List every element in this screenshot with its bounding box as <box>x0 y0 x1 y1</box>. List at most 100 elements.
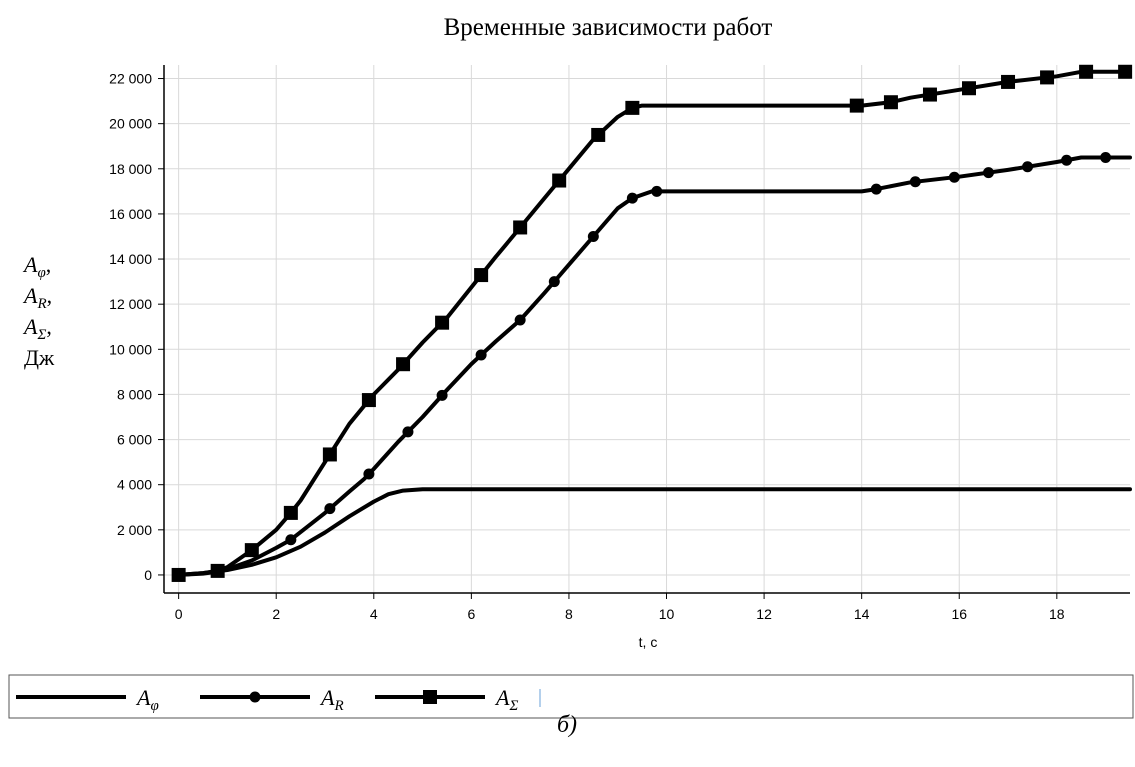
data-point <box>474 268 489 283</box>
y-tick-label: 4 000 <box>117 477 152 493</box>
data-point <box>1001 74 1016 89</box>
legend-label: AΣ <box>494 685 518 714</box>
legend-label: AR <box>319 685 344 714</box>
y-tick-label: 12 000 <box>109 296 152 312</box>
y-tick-label: 22 000 <box>109 71 152 87</box>
data-point <box>402 426 414 438</box>
x-tick-label: 2 <box>272 606 280 622</box>
data-point <box>361 393 376 408</box>
data-point <box>591 127 606 142</box>
data-point <box>651 185 663 197</box>
legend-item: AΣ <box>375 685 518 714</box>
legend-label-base: A <box>494 685 510 710</box>
x-tick-label: 14 <box>854 606 870 622</box>
chart-title: Временные зависимости работ <box>444 14 773 41</box>
x-tick-label: 4 <box>370 606 378 622</box>
data-point <box>1040 70 1055 85</box>
y-label-line: Дж <box>24 345 55 370</box>
y-label-suffix: , <box>46 252 52 277</box>
y-label-base: Дж <box>24 345 55 370</box>
y-label-base: A <box>22 283 38 308</box>
series-2 <box>171 64 1133 582</box>
series-line <box>176 69 1132 577</box>
series-line <box>176 487 1132 577</box>
plot-area <box>164 65 1130 593</box>
data-point <box>587 230 599 242</box>
data-point <box>210 563 225 578</box>
y-tick-label: 20 000 <box>109 116 152 132</box>
data-point <box>475 349 487 361</box>
plot-background <box>164 65 1130 593</box>
legend-box <box>8 674 1134 719</box>
legend-label-base: A <box>135 685 151 710</box>
legend-label-base: A <box>319 685 335 710</box>
x-tick-label: 16 <box>951 606 967 622</box>
data-point <box>909 176 921 188</box>
x-tick-label: 8 <box>565 606 573 622</box>
data-point <box>552 173 567 188</box>
data-point <box>1100 152 1112 164</box>
data-point <box>513 220 528 235</box>
y-tick-label: 16 000 <box>109 206 152 222</box>
series-layer <box>171 64 1133 582</box>
data-point <box>363 468 375 480</box>
data-point <box>396 357 411 372</box>
legend-label-subscript: φ <box>150 698 158 714</box>
series-0 <box>176 487 1132 577</box>
legend-marker <box>249 691 261 703</box>
legend: Aφ AR AΣ <box>8 674 1134 719</box>
data-point <box>1061 154 1073 166</box>
y-label-subscript: φ <box>37 265 45 281</box>
y-label-subscript: R <box>36 296 46 312</box>
y-tick-label: 6 000 <box>117 432 152 448</box>
data-point <box>514 314 526 326</box>
axes <box>163 65 1130 594</box>
data-point <box>883 95 898 110</box>
legend-marker <box>423 690 437 704</box>
data-point <box>1079 64 1094 79</box>
data-point <box>922 87 937 102</box>
y-label-base: A <box>22 314 38 339</box>
data-point <box>1118 64 1133 79</box>
data-point <box>435 315 450 330</box>
legend-label-subscript: R <box>333 698 343 714</box>
y-label-line: Aφ, <box>22 252 51 281</box>
data-point <box>962 81 976 96</box>
y-tick-label: 18 000 <box>109 161 152 177</box>
y-label-line: AR, <box>22 283 52 312</box>
data-point <box>285 534 297 546</box>
y-label-suffix: , <box>47 283 53 308</box>
data-point <box>626 192 638 204</box>
data-point <box>283 505 298 520</box>
data-point <box>171 567 186 582</box>
x-axis-label: t, c <box>639 634 658 650</box>
data-point <box>1022 161 1034 173</box>
data-point <box>870 183 882 195</box>
data-point <box>436 389 448 401</box>
y-axis-label: Aφ,AR,AΣ,Дж <box>22 252 55 370</box>
y-label-suffix: , <box>46 314 52 339</box>
y-label-line: AΣ, <box>22 314 52 343</box>
legend-label: Aφ <box>135 685 159 714</box>
y-label-subscript: Σ <box>36 327 46 343</box>
legend-item: Aφ <box>16 685 159 714</box>
y-tick-label: 2 000 <box>117 522 152 538</box>
y-tick-label: 10 000 <box>109 341 152 357</box>
legend-label-subscript: Σ <box>508 698 518 714</box>
data-point <box>625 100 640 115</box>
series-line <box>176 155 1132 577</box>
x-tick-label: 10 <box>659 606 675 622</box>
legend-item: AR <box>200 685 344 714</box>
grid <box>164 65 1130 593</box>
y-tick-label: 0 <box>144 567 152 583</box>
x-tick-label: 18 <box>1049 606 1065 622</box>
data-point <box>324 503 336 515</box>
data-point <box>322 447 337 462</box>
tick-labels: 0 2 000 4 000 6 000 8 000 10 000 12 000 14 000 1… <box>109 71 1065 622</box>
y-tick-label: 14 000 <box>109 251 152 267</box>
data-point <box>849 98 864 113</box>
data-point <box>948 171 960 183</box>
x-tick-label: 12 <box>756 606 772 622</box>
data-point <box>244 543 259 558</box>
